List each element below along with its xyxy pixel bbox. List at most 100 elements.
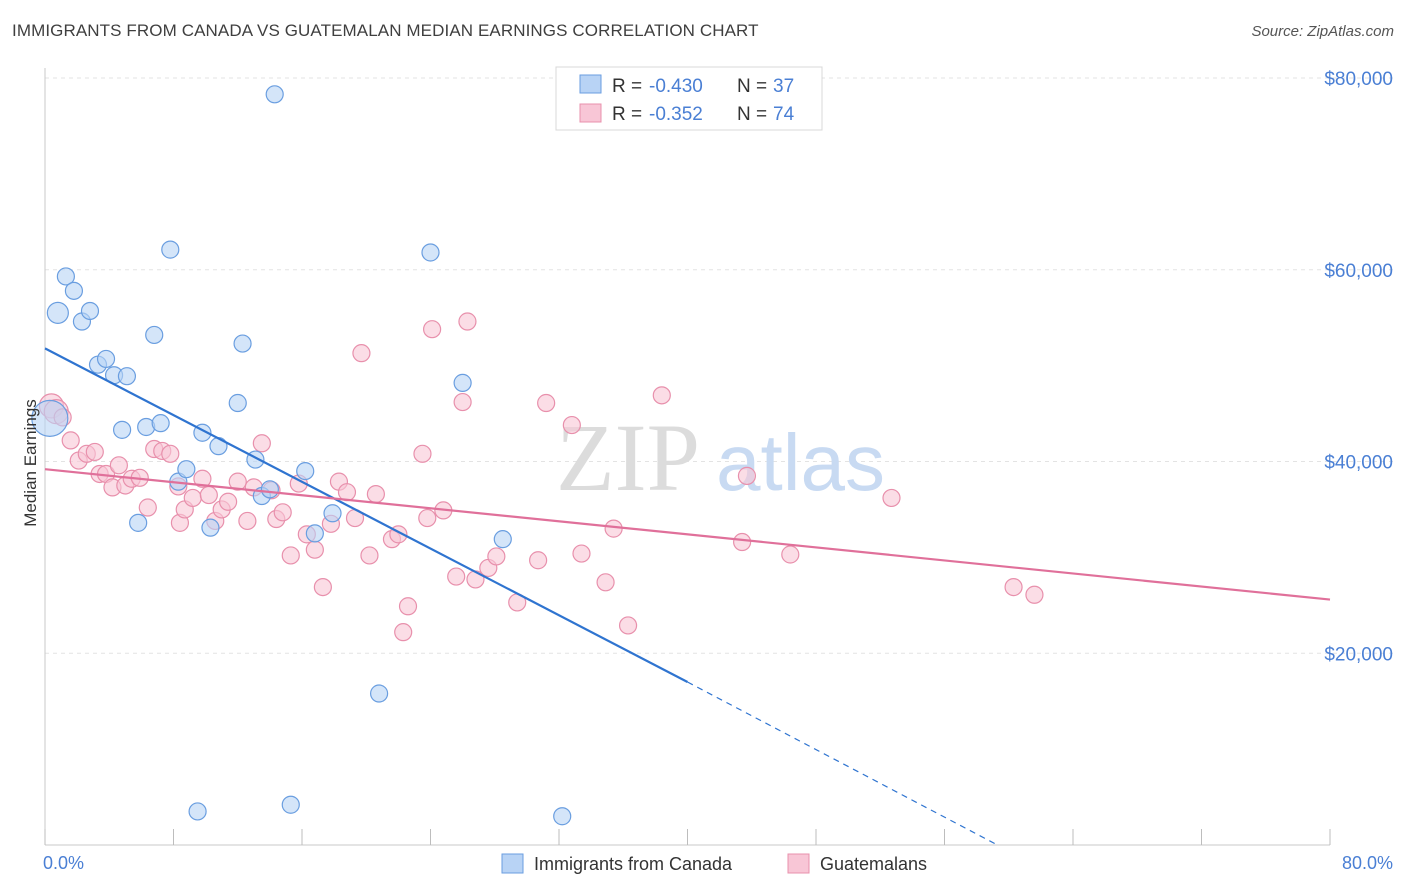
series-name-canada: Immigrants from Canada <box>534 854 733 874</box>
canada-point <box>201 518 220 537</box>
guatemalans-point <box>273 503 292 522</box>
guatemalans-point <box>572 544 591 563</box>
series-name-guatemalans: Guatemalans <box>820 854 927 874</box>
canada-point <box>80 301 100 321</box>
canada-point <box>129 513 148 532</box>
guatemalans-point <box>219 492 238 511</box>
canada-point <box>260 480 279 499</box>
chart-source: Source: ZipAtlas.com <box>1251 23 1394 40</box>
guatemalans-point <box>781 545 800 564</box>
canada-point <box>31 399 69 437</box>
guatemalans-point <box>596 573 615 592</box>
y-axis-label: Median Earnings <box>21 399 40 527</box>
series-swatch-guatemalans <box>787 853 810 874</box>
y-tick-label: $40,000 <box>1324 453 1393 474</box>
guatemalans-point <box>487 547 506 566</box>
canada-point <box>177 460 196 479</box>
legend-n-label-2: N = <box>737 104 767 125</box>
canada-point <box>151 414 170 433</box>
canada-point <box>421 243 440 262</box>
legend-r-value-1: -0.430 <box>649 76 703 97</box>
grid-lines <box>45 77 1393 654</box>
canada-point <box>281 795 300 814</box>
canada-points <box>31 85 572 826</box>
canada-point <box>46 301 69 324</box>
guatemalans-point <box>352 344 371 363</box>
y-tick-labels: $80,000 $60,000 $40,000 $20,000 <box>1324 69 1393 665</box>
canada-point <box>228 393 247 413</box>
chart-title: IMMIGRANTS FROM CANADA VS GUATEMALAN MED… <box>12 21 759 40</box>
watermark: ZIP atlas <box>556 404 885 511</box>
guatemalans-point <box>652 386 671 405</box>
canada-trend-extension <box>687 681 998 846</box>
guatemalans-point <box>604 519 623 538</box>
legend-n-value-2: 74 <box>773 104 795 125</box>
series-swatch-canada <box>501 853 524 874</box>
canada-point <box>96 349 116 369</box>
canada-trend-line <box>44 347 689 683</box>
guatemalans-point <box>733 532 752 552</box>
canada-point <box>56 267 75 286</box>
legend-swatch-guatemalans <box>579 103 602 123</box>
guatemalans-point <box>199 485 218 505</box>
canada-point <box>209 437 228 456</box>
guatemalans-point <box>418 508 437 528</box>
guatemalans-point <box>618 616 638 635</box>
guatemalans-point <box>737 466 757 485</box>
canada-point <box>323 504 342 523</box>
canada-point <box>493 530 512 549</box>
legend-n-value-1: 37 <box>773 76 794 97</box>
canada-point <box>553 807 572 826</box>
canada-point <box>112 420 132 439</box>
legend-r-label-2: R = <box>612 104 642 125</box>
guatemalans-point <box>281 546 300 565</box>
watermark-atlas: atlas <box>716 418 885 507</box>
legend-swatch-canada <box>579 74 602 94</box>
canada-point <box>64 281 84 300</box>
guatemalans-point <box>1025 585 1044 604</box>
guatemalans-point <box>423 320 442 339</box>
guatemalans-point <box>161 444 180 463</box>
guatemalans-point <box>183 488 202 508</box>
guatemalans-point <box>360 546 379 565</box>
x-tick-label-max: 80.0% <box>1342 853 1393 873</box>
canada-point <box>265 85 284 104</box>
guatemalans-point <box>453 392 472 412</box>
canada-point <box>145 325 164 345</box>
guatemalans-point <box>238 511 257 531</box>
guatemalans-point <box>138 498 157 517</box>
guatemalans-point <box>398 597 418 616</box>
guatemalans-point <box>109 456 128 475</box>
legend-n-label-1: N = <box>737 76 767 97</box>
axes <box>44 68 1331 846</box>
x-tick-label-min: 0.0% <box>43 853 84 873</box>
series-legend: Immigrants from Canada Guatemalans <box>501 853 927 874</box>
canada-point <box>453 373 472 392</box>
canada-point <box>188 802 207 821</box>
guatemalans-point <box>366 484 385 504</box>
guatemalans-point <box>1004 577 1023 597</box>
guatemalans-point <box>193 469 212 488</box>
legend-r-label-1: R = <box>612 76 642 97</box>
guatemalans-point <box>447 567 466 586</box>
canada-point <box>117 367 137 386</box>
guatemalans-point <box>61 431 80 450</box>
guatemalans-point <box>413 444 432 463</box>
guatemalans-point <box>537 393 556 413</box>
canada-point <box>305 524 324 543</box>
y-tick-label: $80,000 <box>1324 69 1393 90</box>
y-tick-label: $60,000 <box>1324 261 1393 282</box>
guatemalans-trend-line <box>44 468 1331 601</box>
trend-lines <box>44 347 1331 846</box>
guatemalans-point <box>228 472 247 491</box>
guatemalans-point <box>562 415 581 435</box>
y-tick-label: $20,000 <box>1324 644 1393 665</box>
canada-point <box>296 461 315 481</box>
guatemalans-point <box>458 312 477 331</box>
guatemalans-point <box>882 488 901 508</box>
guatemalans-point <box>252 434 271 453</box>
canada-point <box>233 334 252 353</box>
guatemalans-point <box>305 540 324 559</box>
guatemalans-point <box>394 623 413 642</box>
